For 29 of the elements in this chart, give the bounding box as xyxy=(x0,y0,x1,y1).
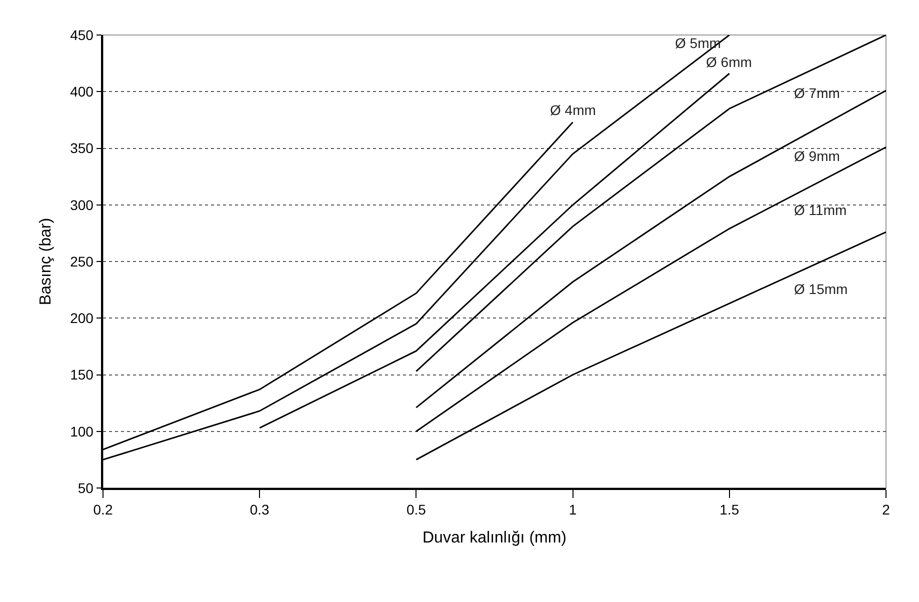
y-tick-label: 200 xyxy=(70,310,94,326)
y-axis-title: Basınç (bar) xyxy=(37,218,54,306)
x-tick-label: 1 xyxy=(568,502,577,518)
series-label: Ø 15mm xyxy=(794,281,848,297)
x-tick-label: 1.5 xyxy=(720,502,740,518)
series-label: Ø 7mm xyxy=(794,85,840,101)
y-tick-label: 300 xyxy=(70,196,94,213)
y-tick-label: 350 xyxy=(70,140,94,156)
series-label: Ø 9mm xyxy=(794,148,840,164)
y-tick-label: 400 xyxy=(70,84,94,100)
y-tick-label: 250 xyxy=(70,253,94,270)
series-label: Ø 4mm xyxy=(550,102,596,118)
y-tick-label: 100 xyxy=(70,423,94,440)
x-axis-title: Duvar kalınlığı (mm) xyxy=(422,530,567,547)
y-tick-label: 150 xyxy=(70,366,94,383)
x-tick-label: 0.3 xyxy=(250,502,270,518)
y-tick-label: 450 xyxy=(70,26,94,43)
line-series xyxy=(415,146,886,432)
line-series xyxy=(415,90,886,408)
x-tick-label: 0.5 xyxy=(406,502,426,518)
x-tick-label: 2 xyxy=(882,502,890,518)
line-series xyxy=(258,72,730,429)
line-series xyxy=(415,231,886,460)
x-tick-label: 0.2 xyxy=(93,502,113,518)
series-label: Ø 5mm xyxy=(675,35,721,51)
y-tick-label: 50 xyxy=(78,480,94,496)
series-label: Ø 6mm xyxy=(706,54,752,70)
line-series xyxy=(415,35,886,372)
series-label: Ø 11mm xyxy=(794,202,847,218)
